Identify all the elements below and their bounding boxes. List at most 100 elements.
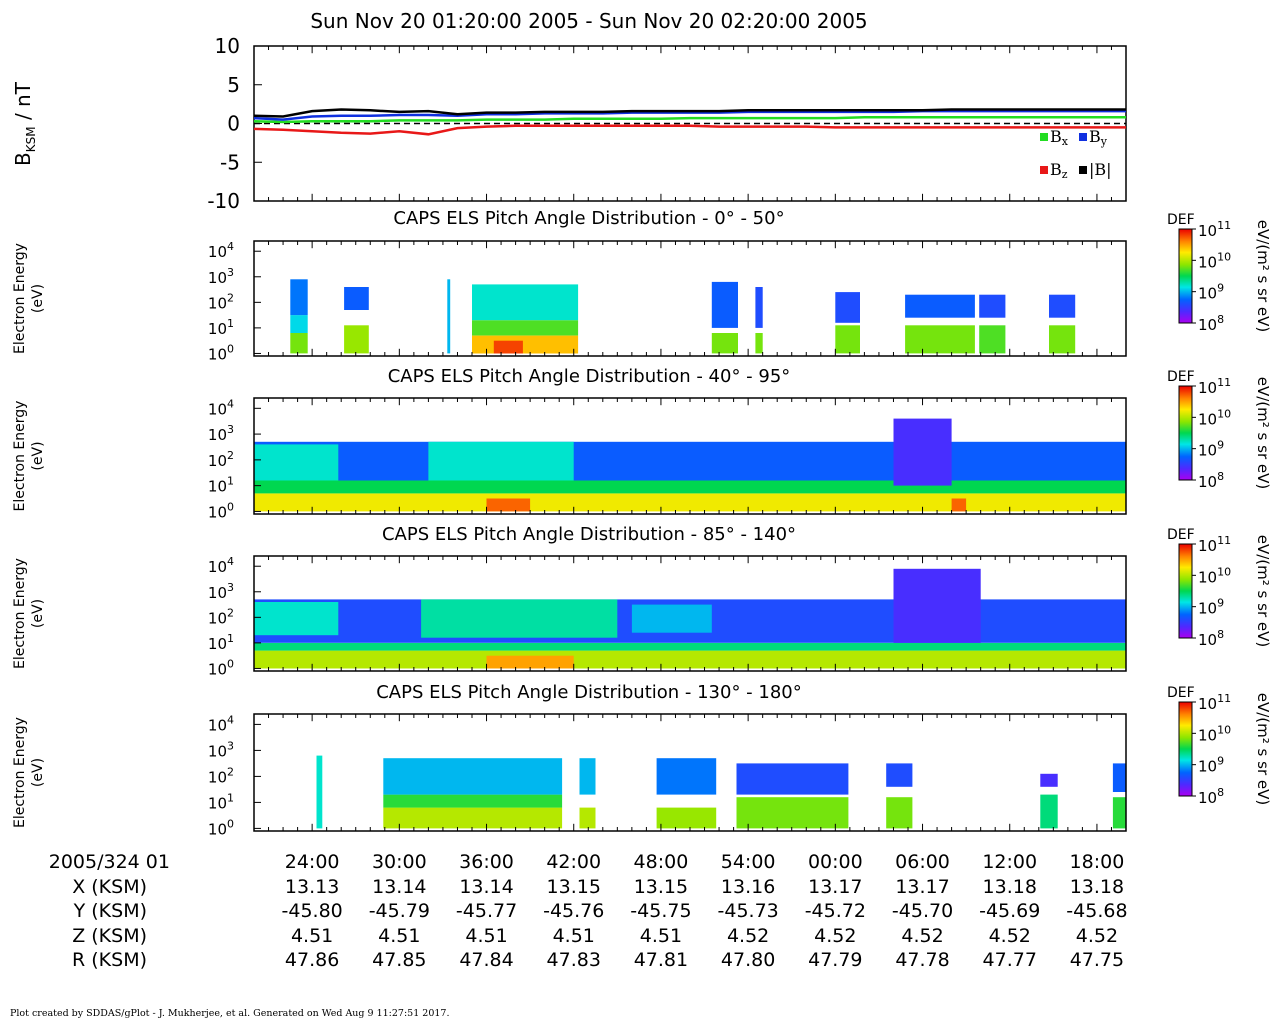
ephemeris-z: 4.52 xyxy=(989,925,1031,947)
ephemeris-r: 47.85 xyxy=(372,949,426,971)
energy-axis-label: Electron Energy xyxy=(12,558,28,669)
spectrogram-cell xyxy=(755,287,763,328)
ephemeris-x: 13.17 xyxy=(808,876,862,898)
ephemeris-x: 13.13 xyxy=(285,876,339,898)
spectrogram-panel-2: CAPS ELS Pitch Angle Distribution - 40° … xyxy=(12,366,1272,521)
colorbar-label: DEF xyxy=(1167,369,1195,385)
ephemeris-y: -45.69 xyxy=(979,900,1040,922)
spectrogram-cell xyxy=(428,441,574,481)
ephemeris-z: 4.51 xyxy=(378,925,420,947)
colorbar-label: DEF xyxy=(1167,685,1195,701)
x-tick-time: 42:00 xyxy=(546,851,601,873)
ephemeris-r: 47.84 xyxy=(459,949,513,971)
legend-label-by: By xyxy=(1089,127,1108,148)
x-tick-time: 30:00 xyxy=(372,851,427,873)
ephemeris-r: 47.81 xyxy=(634,949,688,971)
spectrogram-cell xyxy=(1040,773,1058,787)
colorbar-tick-label: 108 xyxy=(1198,470,1224,491)
colorbar-unit: eV/(m² s sr eV) xyxy=(1254,220,1272,332)
colorbar-unit: eV/(m² s sr eV) xyxy=(1254,693,1272,805)
y-tick-label: 100 xyxy=(208,500,234,521)
x-tick-time: 24:00 xyxy=(285,851,340,873)
spectrogram-cell xyxy=(905,294,975,318)
spectrogram-cell xyxy=(254,444,339,481)
colorbar-tick-label: 1011 xyxy=(1198,534,1231,555)
spectrogram-cell xyxy=(290,315,308,333)
spectrogram-cell xyxy=(383,758,563,795)
spectrogram-cell xyxy=(711,333,738,354)
energy-axis-unit: (eV) xyxy=(30,284,46,313)
ephemeris-r: 47.75 xyxy=(1070,949,1124,971)
spectrogram-cell xyxy=(493,340,523,354)
colorbar-tick-label: 109 xyxy=(1198,755,1224,776)
spectrogram-cell xyxy=(254,480,1126,494)
spectrogram-cell xyxy=(1112,797,1126,829)
colorbar-tick-label: 1011 xyxy=(1198,376,1231,397)
spectrogram-cell xyxy=(905,325,975,354)
y-tick-label: -10 xyxy=(207,189,240,213)
spectrogram-cell xyxy=(254,602,339,636)
x-tick-time: 12:00 xyxy=(982,851,1037,873)
colorbar xyxy=(1178,228,1193,324)
y-tick-label: 5 xyxy=(227,73,240,97)
spectrogram-cell xyxy=(472,284,579,321)
spectrogram-cell xyxy=(290,279,308,316)
legend-label-bz: Bz xyxy=(1050,160,1068,181)
panel-title: CAPS ELS Pitch Angle Distribution - 130°… xyxy=(376,682,802,703)
y-tick-label: 103 xyxy=(208,423,234,444)
y-tick-label: 101 xyxy=(208,791,234,812)
y-tick-label: 100 xyxy=(208,342,234,363)
spectrogram-cell xyxy=(316,755,323,829)
spectrogram-cell xyxy=(383,794,563,808)
footer-credit: Plot created by SDDAS/gPlot - J. Mukherj… xyxy=(10,1008,449,1019)
row-label-x: X (KSM) xyxy=(72,876,147,898)
colorbar-tick-label: 108 xyxy=(1198,628,1224,649)
y-tick-label: 0 xyxy=(227,112,240,136)
colorbar-tick-label: 109 xyxy=(1198,282,1224,303)
colorbar-tick-label: 1010 xyxy=(1198,565,1231,586)
ephemeris-r: 47.77 xyxy=(983,949,1037,971)
ephemeris-z: 4.52 xyxy=(901,925,943,947)
energy-axis-unit: (eV) xyxy=(30,599,46,628)
spectrogram-cell xyxy=(893,568,981,643)
ephemeris-x: 13.18 xyxy=(983,876,1037,898)
spectrogram-cell xyxy=(421,599,618,638)
y-tick-label: 102 xyxy=(208,765,234,786)
x-tick-time: 00:00 xyxy=(808,851,863,873)
colorbar-tick-label: 1010 xyxy=(1198,250,1231,271)
start-time-label: 2005/324 01 xyxy=(49,851,170,873)
legend-swatch-bx xyxy=(1040,133,1048,141)
ephemeris-z: 4.51 xyxy=(553,925,595,947)
colorbar-tick-label: 1011 xyxy=(1198,219,1231,240)
colorbar-tick-label: 108 xyxy=(1198,313,1224,334)
ephemeris-y: -45.80 xyxy=(282,900,343,922)
ephemeris-x: 13.17 xyxy=(895,876,949,898)
spectrogram-cell xyxy=(486,498,531,512)
spectrogram-panel-4: CAPS ELS Pitch Angle Distribution - 130°… xyxy=(12,682,1272,838)
ephemeris-x: 13.18 xyxy=(1070,876,1124,898)
spectrogram-cell xyxy=(886,763,913,787)
ephemeris-y: -45.68 xyxy=(1066,900,1127,922)
legend-label-bx: Bx xyxy=(1050,127,1069,148)
spectrogram-cell xyxy=(472,320,579,336)
y-tick-label: 104 xyxy=(208,240,234,261)
spectrogram-cell xyxy=(290,333,308,354)
series-line-by xyxy=(253,109,1126,121)
ephemeris-z: 4.51 xyxy=(465,925,507,947)
spectrogram-cell xyxy=(656,758,717,795)
x-tick-time: 54:00 xyxy=(721,851,776,873)
spectrogram-cell xyxy=(254,441,1126,481)
colorbar-label: DEF xyxy=(1167,527,1195,543)
x-tick-time: 36:00 xyxy=(459,851,514,873)
series-line-bx xyxy=(253,116,1126,124)
energy-axis-unit: (eV) xyxy=(30,441,46,470)
y-tick-label: 103 xyxy=(208,266,234,287)
spectrogram-cell xyxy=(736,763,849,795)
colorbar xyxy=(1178,543,1193,639)
ephemeris-x: 13.15 xyxy=(634,876,688,898)
spectrogram-cell xyxy=(631,604,712,633)
legend-swatch-by xyxy=(1079,133,1087,141)
panel-title: CAPS ELS Pitch Angle Distribution - 85° … xyxy=(382,524,796,545)
y-tick-label: 103 xyxy=(208,581,234,602)
energy-axis-label: Electron Energy xyxy=(12,717,28,828)
